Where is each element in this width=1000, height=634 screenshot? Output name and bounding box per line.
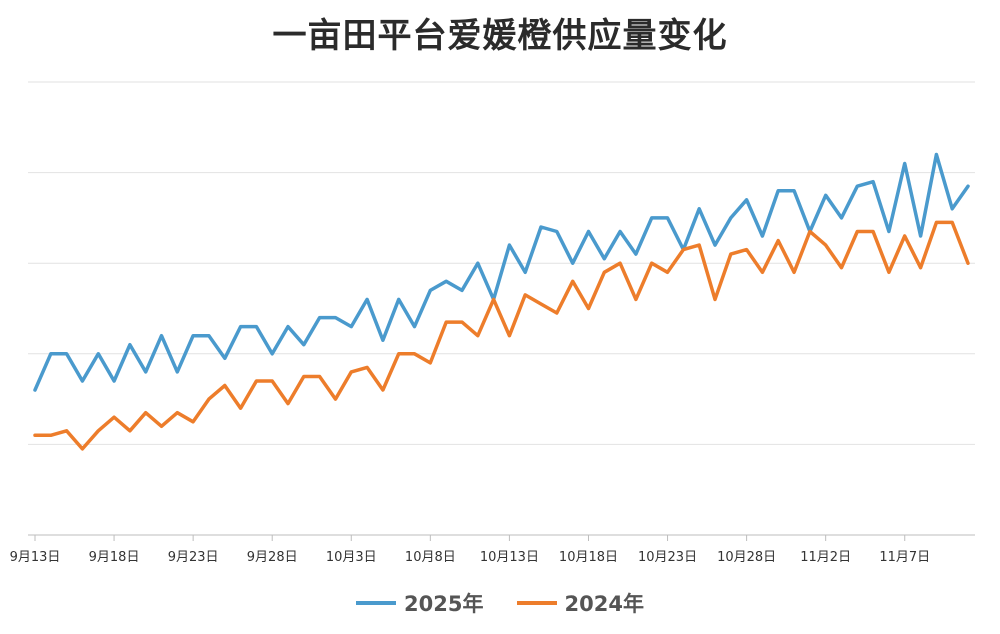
series-lines xyxy=(33,152,970,451)
x-tick-label: 10月28日 xyxy=(717,550,776,565)
x-tick-label: 10月18日 xyxy=(559,550,618,565)
x-tick-label: 11月7日 xyxy=(879,550,930,565)
legend-item-2025[interactable]: 2025年 xyxy=(356,588,483,618)
series-line-1 xyxy=(33,220,970,451)
legend-item-2024[interactable]: 2024年 xyxy=(516,588,644,618)
x-tick-label: 10月13日 xyxy=(480,550,539,565)
x-axis: 9月13日 9月18日 9月23日 9月28日 10月3日 10月8日 10月13日 10月1… xyxy=(10,534,975,565)
legend-label-2025: 2025年 xyxy=(404,592,484,616)
x-tick-label: 10月3日 xyxy=(326,550,377,565)
x-tick-label: 9月28日 xyxy=(247,550,298,565)
x-tick-label: 10月8日 xyxy=(405,550,456,565)
x-tick-label: 11月2日 xyxy=(800,550,851,565)
legend-label-2024: 2024年 xyxy=(564,592,644,616)
chart-title: 一亩田平台爱媛橙供应量变化 xyxy=(272,16,728,56)
legend-swatch-2025 xyxy=(356,601,396,605)
legend-swatch-2024 xyxy=(516,601,557,605)
gridlines xyxy=(28,81,975,445)
x-tick-label: 10月23日 xyxy=(638,550,697,565)
x-tick-label: 9月23日 xyxy=(168,550,219,565)
x-tick-label: 9月13日 xyxy=(10,550,61,565)
series-line-0 xyxy=(33,152,970,392)
legend: 2025年 2024年 xyxy=(0,588,1000,618)
x-tick-label: 9月18日 xyxy=(89,550,140,565)
